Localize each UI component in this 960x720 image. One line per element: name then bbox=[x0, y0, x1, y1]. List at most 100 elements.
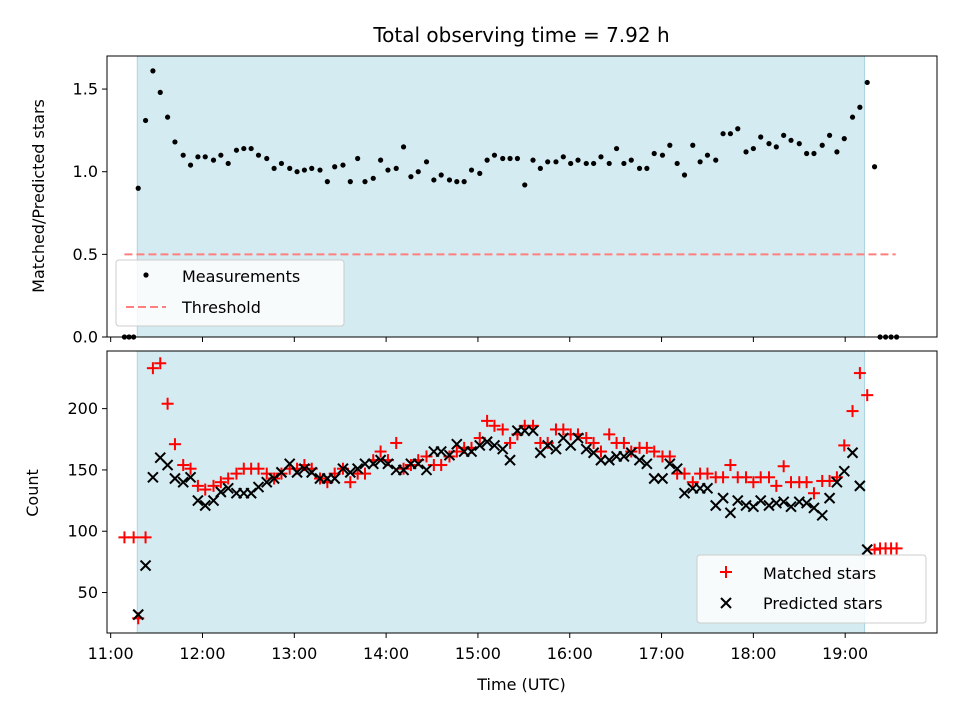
x-tick-label: 11:00 bbox=[88, 644, 134, 663]
predicted-star-point bbox=[831, 476, 843, 488]
matched-star-point bbox=[344, 476, 357, 489]
measurement-point bbox=[781, 132, 787, 138]
measurement-point bbox=[583, 160, 589, 167]
matched-star-point bbox=[184, 462, 197, 475]
predicted-star-point bbox=[785, 501, 797, 513]
measurement-point bbox=[545, 159, 551, 165]
matched-star-point bbox=[557, 423, 570, 436]
measurement-point bbox=[468, 167, 475, 173]
matched-star-point bbox=[374, 445, 387, 458]
predicted-star-point bbox=[139, 559, 152, 572]
measurement-point bbox=[804, 150, 810, 157]
measurement-point bbox=[575, 157, 581, 163]
predicted-star-point bbox=[252, 481, 265, 493]
chart-title: Total observing time = 7.92 h bbox=[372, 23, 669, 47]
matched-star-point bbox=[420, 450, 433, 463]
matched-star-point bbox=[807, 487, 820, 500]
measurement-point bbox=[758, 134, 764, 140]
measurement-point bbox=[477, 170, 483, 176]
predicted-star-point bbox=[542, 439, 554, 452]
measurement-point bbox=[766, 141, 772, 147]
predicted-star-point bbox=[800, 497, 813, 509]
matched-star-point bbox=[580, 432, 593, 445]
predicted-star-point bbox=[261, 476, 273, 488]
measurement-point bbox=[271, 165, 277, 171]
measurement-point bbox=[241, 145, 247, 152]
measurement-point bbox=[537, 165, 543, 171]
measurement-point bbox=[834, 149, 840, 155]
measurement-point bbox=[347, 179, 353, 185]
measurement-point bbox=[819, 142, 825, 148]
predicted-star-point bbox=[618, 450, 630, 463]
measurement-point bbox=[340, 162, 346, 168]
matched-star-point bbox=[358, 467, 371, 480]
predicted-star-point bbox=[474, 439, 486, 452]
predicted-star-point bbox=[641, 458, 653, 470]
measurement-point bbox=[287, 165, 293, 171]
ratio-y-tick-label: 0.0 bbox=[73, 328, 98, 347]
legend-predicted-marker bbox=[720, 597, 732, 609]
count-y-tick-label: 150 bbox=[67, 460, 98, 479]
measurement-point bbox=[423, 159, 430, 165]
measurement-point bbox=[400, 144, 407, 150]
matched-star-point bbox=[541, 436, 554, 449]
measurement-point bbox=[606, 160, 612, 167]
matched-star-point bbox=[587, 436, 600, 449]
matched-star-point bbox=[846, 405, 859, 418]
matched-star-point bbox=[161, 397, 174, 410]
measurement-point bbox=[317, 167, 323, 173]
predicted-star-point bbox=[147, 471, 159, 483]
matched-star-point bbox=[177, 459, 190, 472]
predicted-star-point bbox=[344, 466, 357, 479]
measurement-point bbox=[598, 154, 604, 160]
matched-star-point bbox=[777, 460, 790, 473]
predicted-star-point bbox=[443, 449, 456, 461]
measurement-point bbox=[255, 152, 262, 158]
measurement-point bbox=[438, 172, 444, 178]
measurement-point bbox=[727, 131, 734, 137]
matched-star-point bbox=[488, 419, 501, 432]
measurement-point bbox=[187, 162, 194, 168]
matched-star-point bbox=[199, 483, 212, 496]
measurement-point bbox=[355, 155, 361, 162]
matched-star-point bbox=[496, 423, 509, 436]
matched-star-point bbox=[168, 438, 181, 451]
measurement-point bbox=[651, 150, 657, 157]
count-plot-frame bbox=[106, 350, 938, 634]
measurement-point bbox=[393, 165, 399, 171]
measurement-point bbox=[332, 164, 338, 170]
predicted-star-point bbox=[648, 472, 660, 485]
measurement-point bbox=[202, 154, 208, 160]
predicted-star-point bbox=[367, 458, 379, 470]
predicted-star-point bbox=[215, 486, 227, 498]
predicted-star-point bbox=[823, 492, 836, 504]
matched-star-point bbox=[770, 479, 783, 492]
measurement-point bbox=[636, 165, 643, 171]
predicted-star-point bbox=[603, 454, 615, 466]
matched-star-point bbox=[648, 445, 661, 458]
predicted-star-point bbox=[177, 476, 189, 488]
matched-star-point bbox=[800, 476, 813, 489]
predicted-star-point bbox=[671, 462, 683, 475]
predicted-star-point bbox=[222, 482, 234, 495]
matched-star-point bbox=[594, 445, 607, 458]
matched-star-point bbox=[663, 450, 676, 463]
predicted-star-point bbox=[633, 454, 646, 466]
measurement-point bbox=[218, 152, 224, 158]
measurement-point bbox=[135, 185, 141, 191]
legend-matched-label: Matched stars bbox=[763, 564, 876, 583]
predicted-star-point bbox=[763, 499, 775, 512]
predicted-star-point bbox=[838, 465, 850, 477]
predicted-star-point bbox=[161, 459, 174, 471]
measurement-point bbox=[773, 144, 779, 150]
matched-star-point bbox=[481, 414, 494, 427]
measurement-point bbox=[826, 132, 833, 138]
matched-star-point bbox=[603, 428, 616, 441]
measurement-point bbox=[697, 159, 703, 165]
predicted-star-point bbox=[192, 494, 204, 507]
x-tick-label: 17:00 bbox=[639, 644, 685, 663]
measurement-point bbox=[750, 145, 756, 152]
count-legend: Matched stars Predicted stars bbox=[696, 554, 927, 624]
predicted-star-point bbox=[656, 472, 669, 485]
